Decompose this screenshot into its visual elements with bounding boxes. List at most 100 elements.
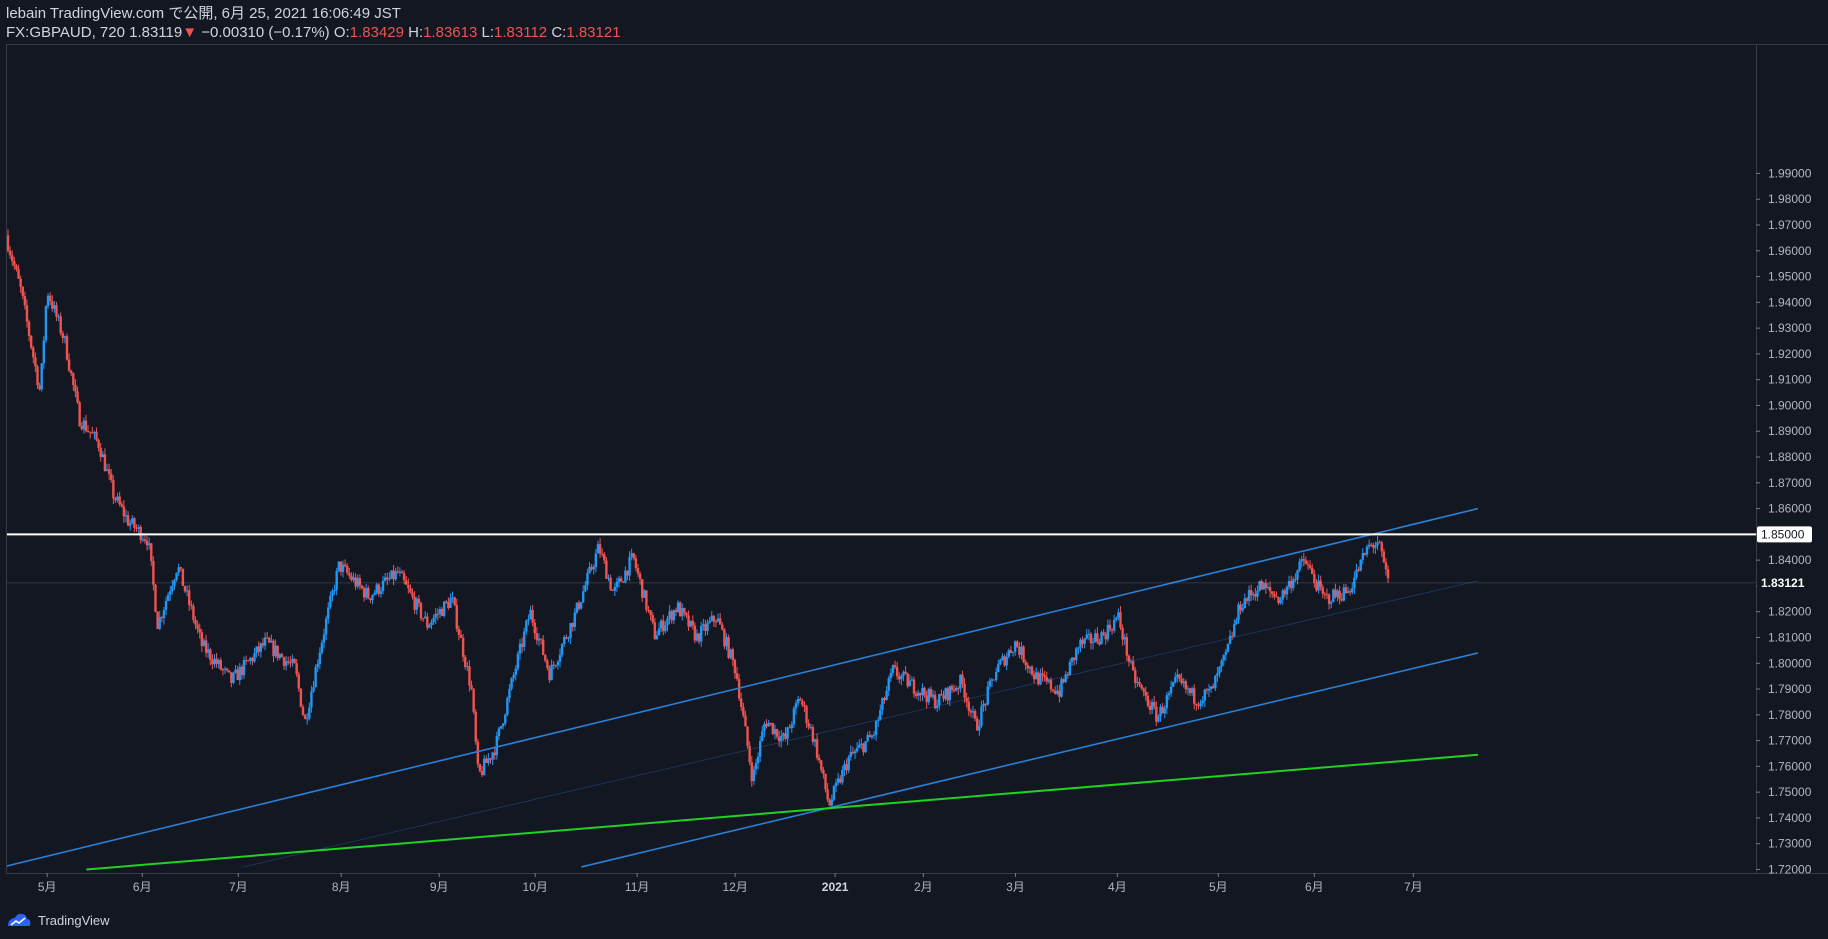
candle-body (1298, 561, 1301, 571)
candle-body (367, 588, 370, 599)
candle-body (331, 590, 334, 596)
candle-down (461, 634, 465, 662)
candle-body (529, 609, 532, 620)
candle-up (630, 548, 633, 561)
candle-body (971, 711, 975, 713)
candle-body (1018, 647, 1021, 655)
candle-up (617, 575, 621, 588)
candle-up (891, 664, 895, 677)
candle-down (219, 657, 223, 671)
candle-up (375, 582, 378, 595)
candle-down (520, 637, 524, 653)
lower-channel-line[interactable] (581, 652, 1479, 868)
candle-body (61, 333, 64, 339)
candle-down (97, 438, 100, 452)
candle-up (46, 293, 50, 309)
candle-up (137, 524, 140, 534)
plot-area[interactable] (6, 44, 1756, 873)
time-axis[interactable]: 5月 6月 7月 8月 9月 10月 11月 12月 2021 2月 3月 4月 5月 6月 7月 (38, 873, 1423, 894)
candle-body (668, 611, 671, 619)
candle-body (683, 608, 686, 613)
candle-down (552, 661, 555, 670)
tradingview-logo-icon[interactable] (6, 912, 32, 928)
candle-down (354, 573, 357, 591)
candle-body (310, 691, 313, 708)
candle-down (1195, 703, 1198, 711)
candle-down (1304, 556, 1308, 565)
tradingview-brand[interactable]: TradingView (38, 912, 110, 928)
candle-up (308, 702, 311, 721)
green-support-line[interactable] (86, 753, 1479, 871)
candle-up (1336, 588, 1339, 602)
candle-body (1254, 594, 1257, 597)
candle-up (1186, 685, 1190, 696)
candle-body (411, 592, 414, 597)
candle-up (516, 651, 520, 672)
candle-up (270, 634, 273, 643)
candle-up (843, 760, 846, 777)
candle-body (1382, 551, 1386, 563)
candle-down (1108, 619, 1112, 632)
candle-body (1110, 629, 1114, 631)
candle-body (432, 617, 435, 623)
price-tick-label: 1.78000 (1768, 708, 1812, 722)
price-axis[interactable]: 1.72000 1.73000 1.74000 1.75000 1.76000 1.770… (1756, 166, 1812, 877)
channel-midline[interactable] (243, 580, 1479, 868)
candle-down (95, 427, 98, 442)
upper-channel-line[interactable] (3, 507, 1479, 868)
candle-body (963, 683, 966, 698)
candle-down (1148, 700, 1152, 715)
candle-down (110, 468, 113, 483)
candle-body (927, 688, 930, 703)
candle-body (1239, 604, 1242, 611)
price-labels: 1.85000 1.83121 (1757, 526, 1812, 591)
candle-up (607, 574, 610, 582)
candle-body (423, 616, 427, 619)
candle-up (716, 613, 720, 623)
candle-down (912, 676, 916, 698)
candle-down (541, 635, 545, 656)
candle-body (1220, 660, 1223, 667)
candle-down (1340, 593, 1343, 602)
drawings[interactable] (3, 507, 1756, 871)
candle-down (1311, 563, 1314, 575)
publisher-text: lebain TradingView.com で公開, 6月 25, 2021 … (6, 5, 401, 22)
candle-up (291, 654, 294, 667)
candle-body (1091, 642, 1095, 644)
candle-body (371, 594, 374, 601)
candle-down (493, 746, 496, 760)
candle-body (320, 642, 324, 653)
candle-up (1079, 637, 1082, 653)
candle-up (327, 602, 330, 624)
candle-body (556, 661, 560, 666)
candle-up (442, 600, 446, 618)
candle-body (944, 688, 947, 699)
candle-body (980, 706, 983, 726)
candle-body (919, 692, 922, 696)
candle-up (668, 604, 671, 625)
candle-body (845, 764, 848, 771)
candle-body (1102, 632, 1105, 635)
candle-down (15, 264, 18, 272)
candle-up (931, 689, 935, 700)
candle-up (643, 589, 646, 598)
candle-down (194, 616, 197, 630)
candle-down (851, 746, 855, 755)
candle-body (244, 659, 248, 661)
candle-body (386, 577, 389, 580)
candle-down (440, 607, 444, 617)
candle-body (1174, 677, 1177, 683)
candle-body (179, 567, 182, 569)
symbol-label[interactable]: FX:GBPAUD, 720 (6, 24, 125, 41)
candle-body (657, 628, 661, 636)
candle-down (590, 563, 593, 572)
candle-up (999, 658, 1002, 666)
candle-body (164, 600, 168, 611)
candle-body (733, 659, 737, 674)
candle-up (1115, 616, 1118, 622)
candle-body (893, 665, 897, 668)
candle-body (1367, 544, 1371, 547)
candle-body (986, 686, 989, 705)
candle-up (217, 658, 220, 669)
